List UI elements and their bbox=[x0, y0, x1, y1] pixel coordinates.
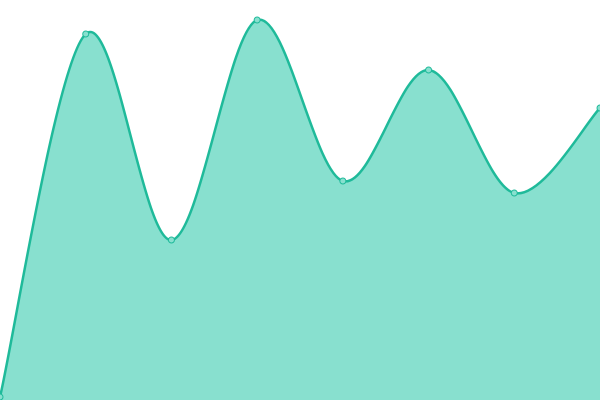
point bbox=[510, 189, 518, 197]
point bbox=[253, 16, 261, 24]
point bbox=[82, 30, 90, 38]
point bbox=[339, 177, 347, 185]
point bbox=[596, 104, 600, 112]
point bbox=[425, 66, 433, 74]
area bbox=[0, 19, 600, 400]
point bbox=[167, 236, 175, 244]
point bbox=[0, 393, 4, 400]
